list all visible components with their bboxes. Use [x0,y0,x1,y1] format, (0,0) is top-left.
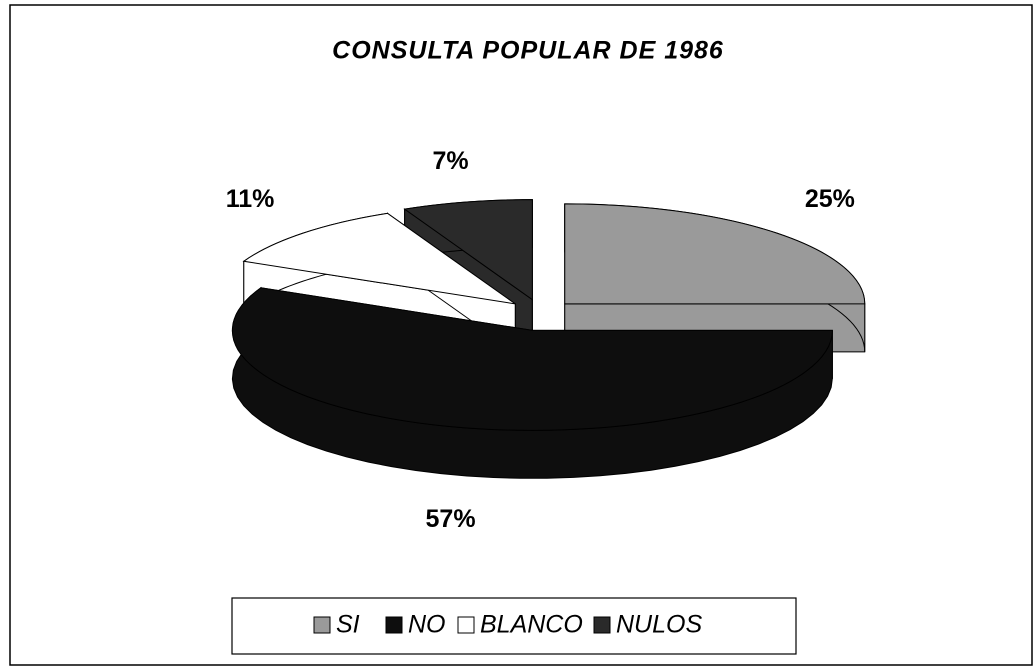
legend-swatch [385,616,403,634]
legend-label: SI [336,611,360,639]
slice-top [403,199,533,301]
slice [564,203,866,353]
legend-swatch [313,616,331,634]
legend-label: NULOS [616,611,702,639]
value-label: 7% [432,147,468,175]
value-label: 11% [226,185,275,213]
chart-frame [9,4,1033,666]
value-label: 57% [426,505,476,533]
slice-top [231,287,833,431]
legend-label: BLANCO [480,611,583,639]
slice [231,286,833,479]
slice-top [564,203,866,305]
value-label: 25% [805,185,855,213]
slice-top [242,212,516,305]
chart-title: CONSULTA POPULAR DE 1986 [332,37,724,65]
legend-swatch [457,616,475,634]
legend-swatch [593,616,611,634]
legend-label: NO [408,611,446,639]
